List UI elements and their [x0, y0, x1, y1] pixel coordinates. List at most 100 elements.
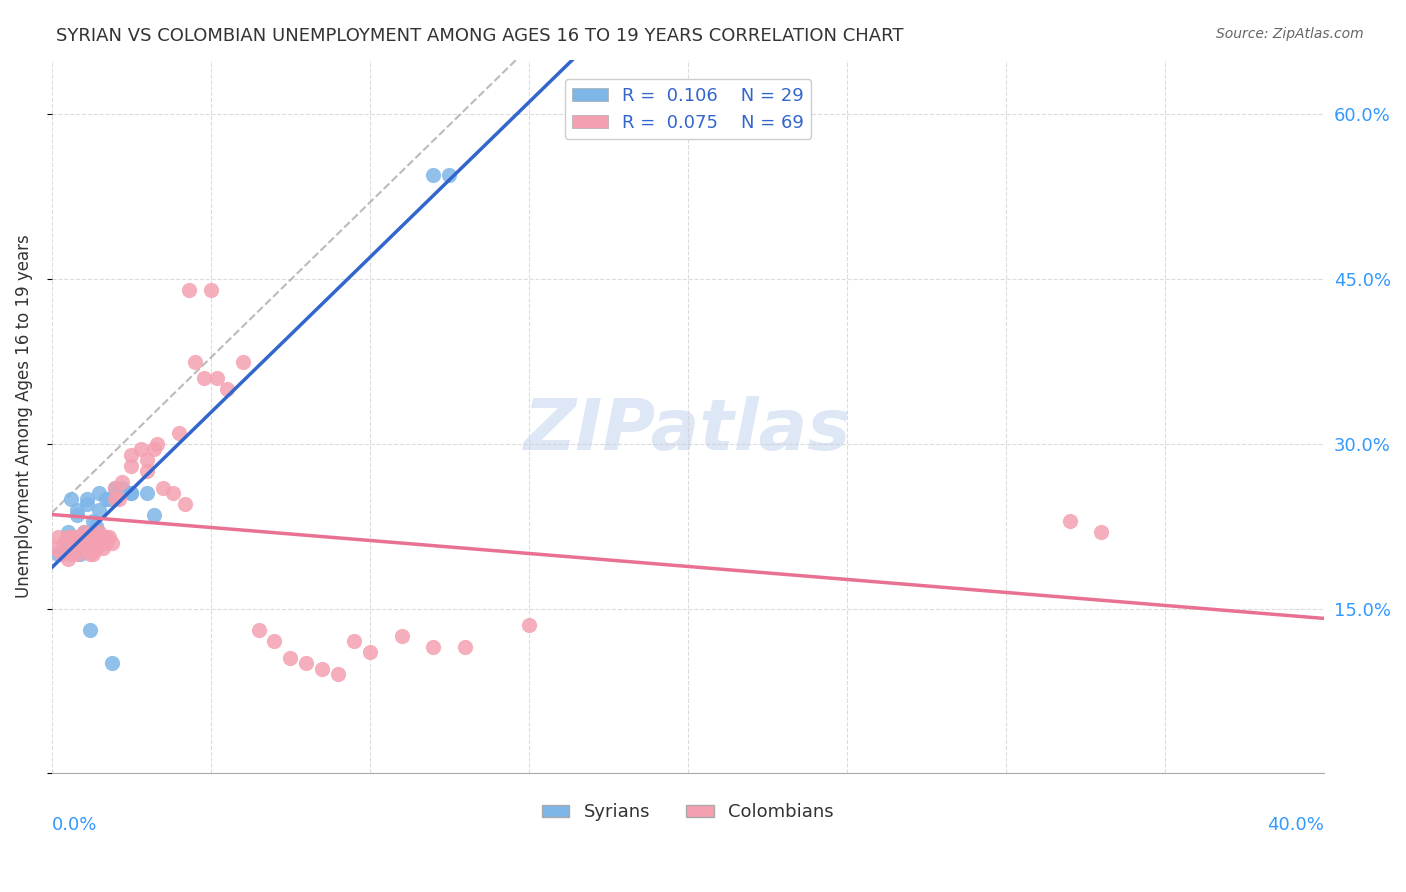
Point — [215, 382, 238, 396]
Point — [46, 530, 69, 544]
Point — [56, 552, 79, 566]
Point — [517, 618, 540, 632]
Point — [53, 535, 76, 549]
Point — [56, 524, 79, 539]
Point — [101, 535, 124, 549]
Legend: Syrians, Colombians: Syrians, Colombians — [536, 796, 841, 829]
Point — [69, 547, 91, 561]
Point — [278, 651, 301, 665]
Point — [94, 535, 117, 549]
Point — [205, 371, 228, 385]
Point — [91, 530, 114, 544]
Point — [104, 481, 127, 495]
Point — [136, 486, 159, 500]
Point — [76, 497, 98, 511]
Point — [232, 354, 254, 368]
Point — [79, 530, 101, 544]
Point — [94, 491, 117, 506]
Point — [193, 371, 215, 385]
Point — [1090, 524, 1112, 539]
Point — [89, 524, 111, 539]
Text: 0.0%: 0.0% — [52, 816, 97, 834]
Point — [295, 657, 318, 671]
Point — [111, 481, 134, 495]
Point — [46, 547, 69, 561]
Point — [72, 530, 94, 544]
Point — [120, 448, 142, 462]
Point — [79, 530, 101, 544]
Point — [66, 547, 89, 561]
Point — [422, 168, 444, 182]
Point — [142, 442, 165, 457]
Point — [79, 624, 101, 638]
Point — [76, 530, 98, 544]
Point — [79, 547, 101, 561]
Point — [76, 491, 98, 506]
Point — [422, 640, 444, 654]
Text: ZIPatlas: ZIPatlas — [524, 396, 852, 465]
Point — [63, 535, 86, 549]
Point — [89, 502, 111, 516]
Point — [101, 657, 124, 671]
Point — [184, 354, 207, 368]
Point — [104, 491, 127, 506]
Point — [98, 491, 121, 506]
Point — [56, 535, 79, 549]
Point — [82, 547, 104, 561]
Point — [51, 547, 73, 561]
Point — [120, 458, 142, 473]
Point — [454, 640, 477, 654]
Text: Source: ZipAtlas.com: Source: ZipAtlas.com — [1216, 27, 1364, 41]
Point — [162, 486, 184, 500]
Point — [69, 535, 91, 549]
Point — [91, 541, 114, 556]
Point — [82, 535, 104, 549]
Point — [59, 547, 82, 561]
Point — [84, 541, 107, 556]
Point — [84, 519, 107, 533]
Point — [145, 437, 167, 451]
Point — [72, 541, 94, 556]
Point — [136, 453, 159, 467]
Point — [66, 530, 89, 544]
Point — [44, 541, 66, 556]
Point — [391, 629, 413, 643]
Point — [111, 475, 134, 490]
Point — [311, 662, 333, 676]
Point — [63, 530, 86, 544]
Point — [69, 530, 91, 544]
Point — [247, 624, 270, 638]
Point — [76, 535, 98, 549]
Point — [59, 530, 82, 544]
Point — [129, 442, 152, 457]
Point — [72, 530, 94, 544]
Point — [263, 634, 285, 648]
Point — [200, 283, 222, 297]
Point — [66, 508, 89, 523]
Point — [142, 508, 165, 523]
Point — [136, 464, 159, 478]
Point — [359, 645, 381, 659]
Point — [89, 530, 111, 544]
Point — [326, 667, 349, 681]
Point — [120, 486, 142, 500]
Y-axis label: Unemployment Among Ages 16 to 19 years: Unemployment Among Ages 16 to 19 years — [15, 235, 32, 599]
Point — [72, 524, 94, 539]
Point — [89, 486, 111, 500]
Point — [439, 168, 461, 182]
Point — [104, 481, 127, 495]
Point — [98, 530, 121, 544]
Text: SYRIAN VS COLOMBIAN UNEMPLOYMENT AMONG AGES 16 TO 19 YEARS CORRELATION CHART: SYRIAN VS COLOMBIAN UNEMPLOYMENT AMONG A… — [56, 27, 904, 45]
Point — [56, 530, 79, 544]
Point — [107, 491, 129, 506]
Point — [1059, 514, 1081, 528]
Point — [94, 530, 117, 544]
Point — [177, 283, 200, 297]
Point — [120, 486, 142, 500]
Point — [59, 491, 82, 506]
Point — [343, 634, 366, 648]
Text: 40.0%: 40.0% — [1267, 816, 1324, 834]
Point — [167, 425, 190, 440]
Point — [152, 481, 174, 495]
Point — [66, 502, 89, 516]
